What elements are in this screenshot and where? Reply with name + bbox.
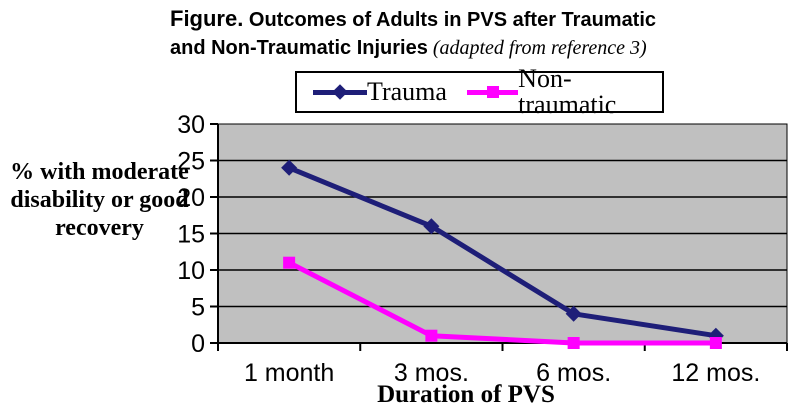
y-tick-label: 15 <box>177 221 205 249</box>
y-tick-label: 25 <box>177 148 205 176</box>
title-main-2: and Non-Traumatic Injuries <box>170 37 428 59</box>
series-line-non-traumatic <box>286 260 719 346</box>
y-tick-label: 30 <box>177 111 205 139</box>
data-point-diamond <box>423 218 440 235</box>
x-tick-label: 1 month <box>244 359 334 387</box>
title-main-1: Outcomes of Adults in PVS after Traumati… <box>248 9 657 31</box>
x-axis-title: Duration of PVS <box>377 381 555 408</box>
square-marker-icon <box>486 86 499 98</box>
figure-label: Figure. <box>170 6 244 31</box>
trauma-line-sample <box>313 84 367 100</box>
data-point-diamond <box>281 159 298 176</box>
y-tick-label: 5 <box>191 294 205 322</box>
non-traumatic-line-sample <box>466 86 519 98</box>
y-tick-label: 10 <box>177 257 205 285</box>
legend-item-trauma: Trauma <box>313 73 447 111</box>
data-point-diamond <box>565 305 582 322</box>
figure-title: Figure. Outcomes of Adults in PVS after … <box>170 5 730 63</box>
x-tick-label: 12 mos. <box>671 359 760 387</box>
y-axis-label: % with moderate disability or good recov… <box>10 159 189 241</box>
y-tick-label: 0 <box>191 330 205 358</box>
x-tick-label: 6 mos. <box>536 359 611 387</box>
title-line-1: Figure. Outcomes of Adults in PVS after … <box>170 5 730 35</box>
series-line-trauma <box>286 165 719 339</box>
title-reference-note: (adapted from reference 3) <box>432 37 647 59</box>
legend-label-non-traumatic: Non-traumatic <box>518 64 617 119</box>
legend-item-non-traumatic: Non-traumatic <box>466 66 662 118</box>
diamond-marker-icon <box>332 84 348 100</box>
data-point-square <box>425 329 438 342</box>
x-tick-label: 3 mos. <box>394 359 469 387</box>
chart-legend: Trauma Non-traumatic <box>295 66 664 118</box>
y-tick-label: 20 <box>177 184 205 212</box>
title-line-2: and Non-Traumatic Injuries (adapted from… <box>170 35 730 63</box>
data-point-square <box>283 256 296 269</box>
legend-label-trauma: Trauma <box>367 77 447 106</box>
data-point-square <box>567 337 580 349</box>
data-point-square <box>709 337 722 349</box>
